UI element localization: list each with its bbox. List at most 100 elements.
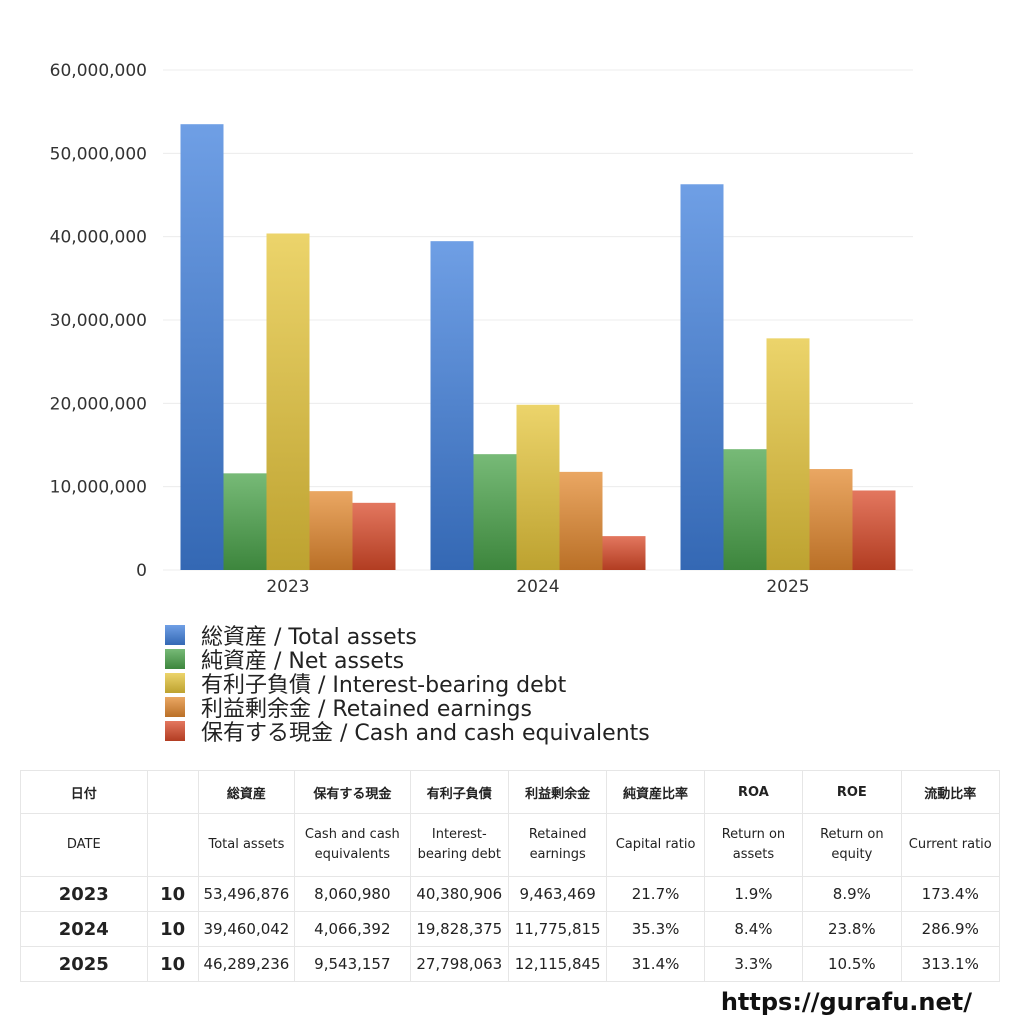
table-cell: Total assets <box>197 813 296 877</box>
table-header-en: DATE Total assets Cash and cash equivalent… <box>20 813 1001 877</box>
table-cell: 10.5% <box>802 946 902 982</box>
legend-item: 有利子負債 / Interest-bearing debt <box>165 671 650 698</box>
bar-2024-series-1 <box>473 454 517 570</box>
x-axis-ticks: 2023 2024 2025 <box>266 577 809 597</box>
table-cell <box>146 813 199 877</box>
y-tick-label: 0 <box>136 561 147 581</box>
legend-item: 総資産 / Total assets <box>165 623 650 650</box>
y-tick-label: 30,000,000 <box>50 311 147 331</box>
y-tick-label: 20,000,000 <box>50 394 147 414</box>
table-cell: 40,380,906 <box>409 876 509 912</box>
table-cell: Return on assets <box>703 813 804 877</box>
table-cell: 39,460,042 <box>197 911 296 947</box>
table-cell: ROE <box>802 770 902 814</box>
bar-2025-series-1 <box>723 449 767 570</box>
financial-metrics-table: 日付 総資産 保有する現金 有利子負債 利益剰余金 純資産比率 ROA ROE 流動比率 DATE… <box>20 770 1001 982</box>
table-cell: 利益剰余金 <box>507 770 608 814</box>
x-tick-label: 2023 <box>266 577 309 597</box>
table-cell <box>146 770 199 814</box>
legend-swatch <box>165 649 185 669</box>
bar-2023-series-0 <box>180 124 224 571</box>
legend-swatch <box>165 721 185 741</box>
table-cell: 21.7% <box>606 876 705 912</box>
table-cell: 3.3% <box>703 946 804 982</box>
legend-label: 有利子負債 / Interest-bearing debt <box>201 673 567 698</box>
legend-label: 総資産 / Total assets <box>201 625 417 650</box>
bar-2025-series-0 <box>680 184 724 571</box>
table-cell: 2024 <box>20 911 148 947</box>
bar-2023-series-1 <box>223 473 267 570</box>
table-row: 2023 10 53,496,876 8,060,980 40,380,906 9,463… <box>20 876 1001 912</box>
table-cell: 9,543,157 <box>294 946 411 982</box>
table-cell: 10 <box>146 911 199 947</box>
legend-label: 純資産 / Net assets <box>201 649 405 674</box>
y-tick-label: 60,000,000 <box>50 61 147 81</box>
y-tick-label: 10,000,000 <box>50 478 147 498</box>
bar-2025-series-3 <box>809 469 853 570</box>
bar-2024-series-4 <box>602 536 646 570</box>
table-cell: 9,463,469 <box>507 876 608 912</box>
legend-item: 保有する現金 / Cash and cash equivalents <box>165 719 650 746</box>
table-cell: 27,798,063 <box>409 946 509 982</box>
table-cell: 19,828,375 <box>409 911 509 947</box>
table-cell: Interest-bearing debt <box>409 813 509 877</box>
table-cell: 31.4% <box>606 946 705 982</box>
table-cell: DATE <box>20 813 148 877</box>
bars <box>180 124 896 571</box>
table-cell: 46,289,236 <box>197 946 296 982</box>
table-cell: 8.4% <box>703 911 804 947</box>
y-axis-ticks: 0 10,000,000 20,000,000 30,000,000 40,000,00… <box>50 61 147 581</box>
legend-item: 純資産 / Net assets <box>165 647 650 674</box>
legend-item: 利益剰余金 / Retained earnings <box>165 695 650 722</box>
table-cell: Retained earnings <box>507 813 608 877</box>
table-cell: 10 <box>146 946 199 982</box>
bar-2023-series-4 <box>352 502 396 570</box>
table-cell: Capital ratio <box>606 813 705 877</box>
table-cell: 35.3% <box>606 911 705 947</box>
table-row: 2025 10 46,289,236 9,543,157 27,798,063 12,11… <box>20 946 1001 982</box>
table-cell: 173.4% <box>900 876 1001 912</box>
table-cell: ROA <box>703 770 804 814</box>
table-cell: 286.9% <box>900 911 1001 947</box>
y-tick-label: 40,000,000 <box>50 228 147 248</box>
table-cell: 8.9% <box>802 876 902 912</box>
legend-label: 利益剰余金 / Retained earnings <box>201 697 532 722</box>
table-header-ja: 日付 総資産 保有する現金 有利子負債 利益剰余金 純資産比率 ROA ROE 流動比率 <box>20 770 1001 814</box>
site-url: https://gurafu.net/ <box>720 988 972 1016</box>
bar-2025-series-4 <box>852 490 896 570</box>
table-cell: 4,066,392 <box>294 911 411 947</box>
table-cell: 313.1% <box>900 946 1001 982</box>
bar-2023-series-2 <box>266 233 310 571</box>
bar-2025-series-2 <box>766 338 810 570</box>
table-cell: Cash and cash equivalents <box>294 813 411 877</box>
legend-swatch <box>165 625 185 645</box>
table-cell: 日付 <box>20 770 148 814</box>
table-cell: 保有する現金 <box>294 770 411 814</box>
table-cell: 流動比率 <box>900 770 1001 814</box>
legend-swatch <box>165 673 185 693</box>
table-cell: 1.9% <box>703 876 804 912</box>
bar-2024-series-2 <box>516 404 560 570</box>
table-cell: Return on equity <box>802 813 902 877</box>
table-cell: 23.8% <box>802 911 902 947</box>
x-tick-label: 2024 <box>516 577 559 597</box>
x-tick-label: 2025 <box>766 577 809 597</box>
legend-swatch <box>165 697 185 717</box>
table-cell: 有利子負債 <box>409 770 509 814</box>
bar-2024-series-3 <box>559 471 603 570</box>
table-cell: 純資産比率 <box>606 770 705 814</box>
table-cell: 12,115,845 <box>507 946 608 982</box>
table-row: 2024 10 39,460,042 4,066,392 19,828,375 11,77… <box>20 911 1001 947</box>
table-cell: 総資産 <box>197 770 296 814</box>
table-cell: 2025 <box>20 946 148 982</box>
table-cell: 2023 <box>20 876 148 912</box>
bar-2024-series-0 <box>430 241 474 570</box>
table-cell: 11,775,815 <box>507 911 608 947</box>
legend: 総資産 / Total assets 純資産 / Net assets 有利子負債 … <box>165 623 650 746</box>
table-cell: 53,496,876 <box>197 876 296 912</box>
table-cell: Current ratio <box>900 813 1001 877</box>
bar-chart: 0 10,000,000 20,000,000 30,000,000 40,000,00… <box>50 61 913 597</box>
table-cell: 10 <box>146 876 199 912</box>
table-cell: 8,060,980 <box>294 876 411 912</box>
legend-label: 保有する現金 / Cash and cash equivalents <box>201 721 650 746</box>
